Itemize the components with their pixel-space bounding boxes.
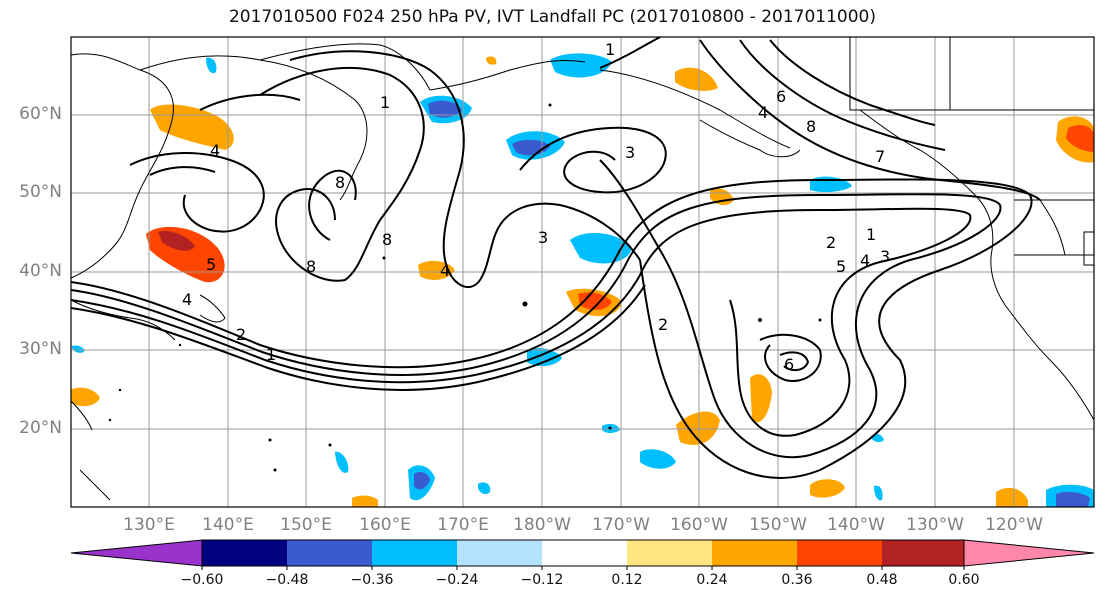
contour-label: 3 <box>625 143 635 162</box>
lon-label: 170°E <box>437 515 489 535</box>
contour-label: 4 <box>440 261 450 280</box>
contour-label: 5 <box>206 255 216 274</box>
contour-label: 2 <box>658 315 668 334</box>
contour-label: 1 <box>605 40 615 59</box>
lat-label: 50°N <box>19 182 62 202</box>
lon-label: 150°W <box>749 515 807 535</box>
lon-label: 170°W <box>592 515 650 535</box>
contour-label: 4 <box>860 251 870 270</box>
contour-label: 8 <box>382 230 392 249</box>
colorbar-tick-label: −0.36 <box>350 572 394 588</box>
contour-label: 6 <box>784 355 794 374</box>
colorbar-tick-label: 0.12 <box>611 572 643 588</box>
contour-label: 5 <box>836 257 846 276</box>
map-title: 2017010500 F024 250 hPa PV, IVT Landfall… <box>228 7 876 27</box>
lon-label: 150°E <box>280 515 332 535</box>
colorbar-tick-label: −0.24 <box>435 572 479 588</box>
contour-label: 3 <box>538 228 548 247</box>
lat-label: 30°N <box>19 339 62 359</box>
contour-label: 2 <box>826 233 836 252</box>
colorbar-tick-label: −0.60 <box>180 572 224 588</box>
map-frame <box>70 36 1095 508</box>
lon-label: 140°E <box>202 515 254 535</box>
colorbar-tick-label: 0.36 <box>781 572 813 588</box>
contour-label: 3 <box>880 247 890 266</box>
lat-label: 40°N <box>19 261 62 281</box>
contour-label: 1 <box>266 345 276 364</box>
island-specks <box>108 103 822 472</box>
contour-label: 1 <box>380 93 390 112</box>
lon-label: 140°W <box>827 515 885 535</box>
pv-contours <box>71 37 1041 479</box>
lon-label: 120°W <box>985 515 1043 535</box>
colorbar-tick-label: 0.24 <box>696 572 728 588</box>
contour-labels: 1 2 3 4 5 6 7 8 1 2 3 4 5 6 1 2 4 8 8 8 … <box>182 40 890 374</box>
colorbar-tick-label: 0.48 <box>866 572 898 588</box>
lat-label: 60°N <box>19 104 62 124</box>
coastlines <box>71 37 1094 501</box>
contour-label: 7 <box>875 147 885 166</box>
pv-anomaly-patches <box>71 53 1094 507</box>
lat-label: 20°N <box>19 418 62 438</box>
contour-label: 6 <box>776 87 786 106</box>
contour-label: 8 <box>335 173 345 192</box>
contour-label: 8 <box>806 117 816 136</box>
colorbar-tick-label: −0.48 <box>265 572 309 588</box>
lon-label: 160°E <box>359 515 411 535</box>
contour-label: 1 <box>866 225 876 244</box>
colorbar-tick-label: 0.60 <box>948 572 980 588</box>
lon-label: 130°W <box>906 515 964 535</box>
contour-label: 4 <box>758 103 768 122</box>
contour-label: 4 <box>182 290 192 309</box>
contour-label: 2 <box>236 325 246 344</box>
contour-label: 8 <box>306 257 316 276</box>
lon-label: 160°W <box>670 515 728 535</box>
lon-label: 130°E <box>123 515 175 535</box>
lon-label: 180°W <box>513 515 571 535</box>
contour-label: 4 <box>210 141 220 160</box>
colorbar-tick-label: −0.12 <box>520 572 564 588</box>
graticule <box>71 37 1094 507</box>
